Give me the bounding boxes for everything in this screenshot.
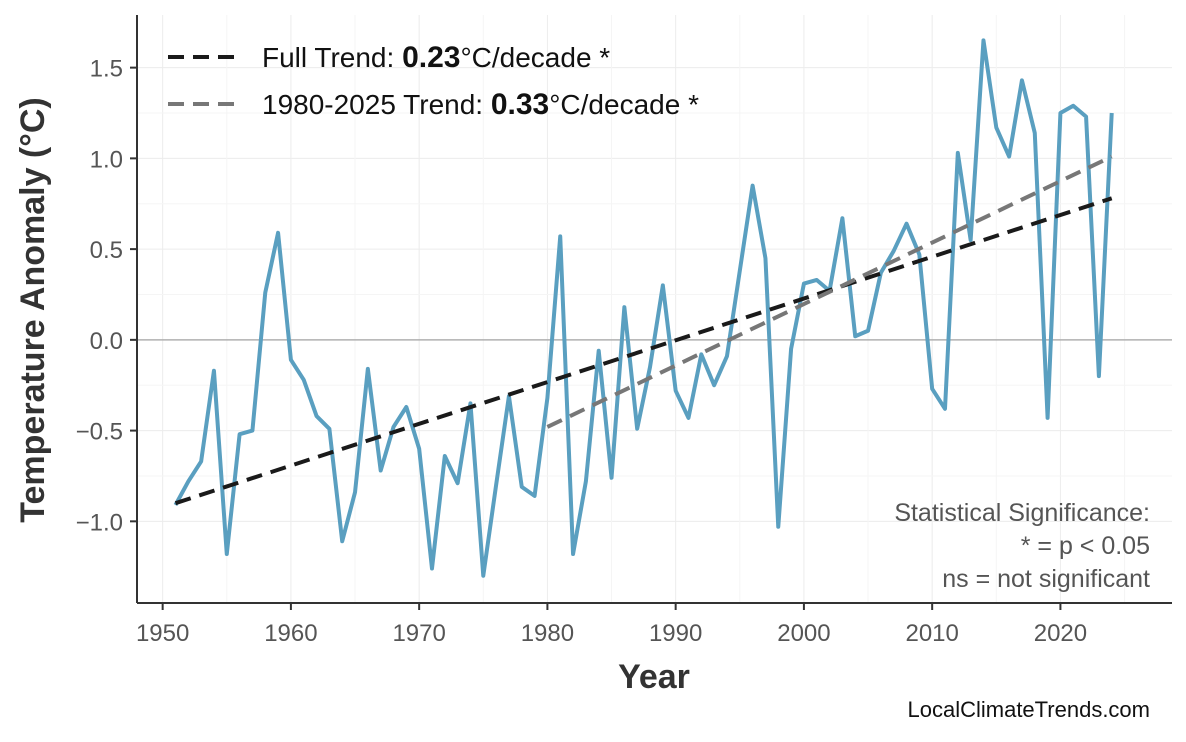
x-axis-label: Year — [618, 658, 690, 696]
legend-label: Full Trend: — [262, 42, 402, 73]
legend-rate: 0.33 — [491, 88, 549, 121]
y-tick-label: 1.0 — [90, 146, 123, 173]
x-tick-label: 1960 — [264, 620, 317, 647]
annotation-line: ns = not significant — [942, 565, 1150, 593]
legend-entry: Full Trend: 0.23°C/decade * — [262, 41, 610, 74]
legend: Full Trend: 0.23°C/decade *1980-2025 Tre… — [168, 41, 699, 121]
full-trend-line — [175, 198, 1111, 503]
x-tick-label: 2000 — [777, 620, 830, 647]
x-tick-label: 1970 — [392, 620, 445, 647]
x-tick-label: 2010 — [905, 620, 958, 647]
legend-rate: 0.23 — [402, 41, 460, 74]
y-tick-label: 0.0 — [90, 328, 123, 355]
legend-unit: °C/decade * — [460, 42, 610, 73]
legend-label: 1980-2025 Trend: — [262, 89, 491, 120]
y-axis-label: Temperature Anomaly (°C) — [14, 97, 52, 522]
series-layer — [175, 40, 1111, 576]
annotation-line: Statistical Significance: — [894, 499, 1150, 527]
legend-unit: °C/decade * — [549, 89, 699, 120]
y-tick-label: 1.5 — [90, 56, 123, 83]
legend-entry: 1980-2025 Trend: 0.33°C/decade * — [262, 88, 699, 121]
significance-annotation: Statistical Significance: * = p < 0.05 ns … — [894, 499, 1150, 593]
y-tick-label: −1.0 — [76, 509, 123, 536]
x-tick-label: 2020 — [1034, 620, 1087, 647]
watermark: LocalClimateTrends.com — [908, 697, 1151, 722]
x-tick-label: 1980 — [521, 620, 574, 647]
annotation-line: * = p < 0.05 — [1021, 532, 1150, 560]
y-tick-label: 0.5 — [90, 237, 123, 264]
temperature-line — [175, 40, 1111, 575]
x-tick-label: 1990 — [649, 620, 702, 647]
x-tick-label: 1950 — [136, 620, 189, 647]
y-tick-label: −0.5 — [76, 419, 123, 446]
